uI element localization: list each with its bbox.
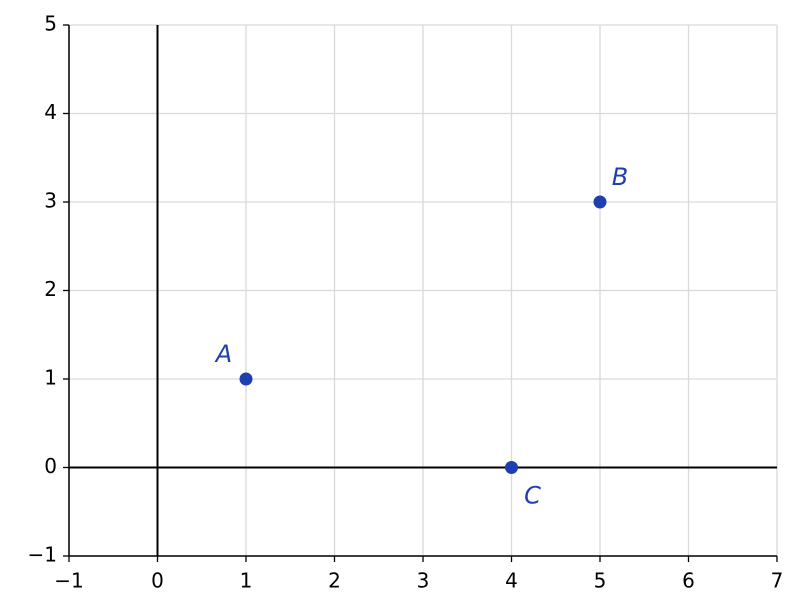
y-tick-label: 3 xyxy=(44,189,57,213)
point xyxy=(505,461,518,474)
point-label: A xyxy=(214,340,232,368)
point-label: C xyxy=(524,482,541,510)
x-tick-label: 1 xyxy=(240,569,253,593)
x-tick-label: 4 xyxy=(505,569,518,593)
x-tick-label: −1 xyxy=(54,569,83,593)
x-tick-label: 5 xyxy=(594,569,607,593)
y-tick-label: 1 xyxy=(44,366,57,390)
x-tick-label: 6 xyxy=(682,569,695,593)
y-tick-label: 5 xyxy=(44,12,57,36)
point xyxy=(239,372,253,386)
point-label: B xyxy=(612,163,628,191)
y-tick-label: −1 xyxy=(28,543,57,567)
x-tick-label: 3 xyxy=(417,569,430,593)
y-tick-label: 2 xyxy=(44,277,57,301)
y-tick-label: 4 xyxy=(44,100,57,124)
x-tick-label: 2 xyxy=(328,569,341,593)
point xyxy=(593,195,607,209)
x-tick-label: 7 xyxy=(771,569,784,593)
x-tick-label: 0 xyxy=(151,569,164,593)
y-tick-label: 0 xyxy=(44,454,57,478)
